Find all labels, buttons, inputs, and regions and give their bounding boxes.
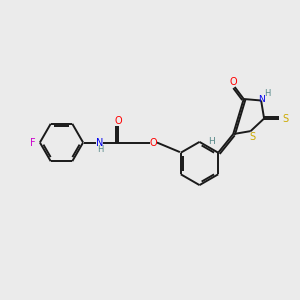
Text: H: H <box>97 145 103 154</box>
Text: N: N <box>258 94 265 103</box>
Text: F: F <box>31 137 36 148</box>
Text: O: O <box>149 137 157 148</box>
Text: H: H <box>208 137 215 146</box>
Text: N: N <box>96 137 103 148</box>
Text: H: H <box>265 89 271 98</box>
Text: O: O <box>230 76 237 87</box>
Text: S: S <box>249 132 255 142</box>
Text: O: O <box>114 116 122 126</box>
Text: S: S <box>282 113 288 124</box>
